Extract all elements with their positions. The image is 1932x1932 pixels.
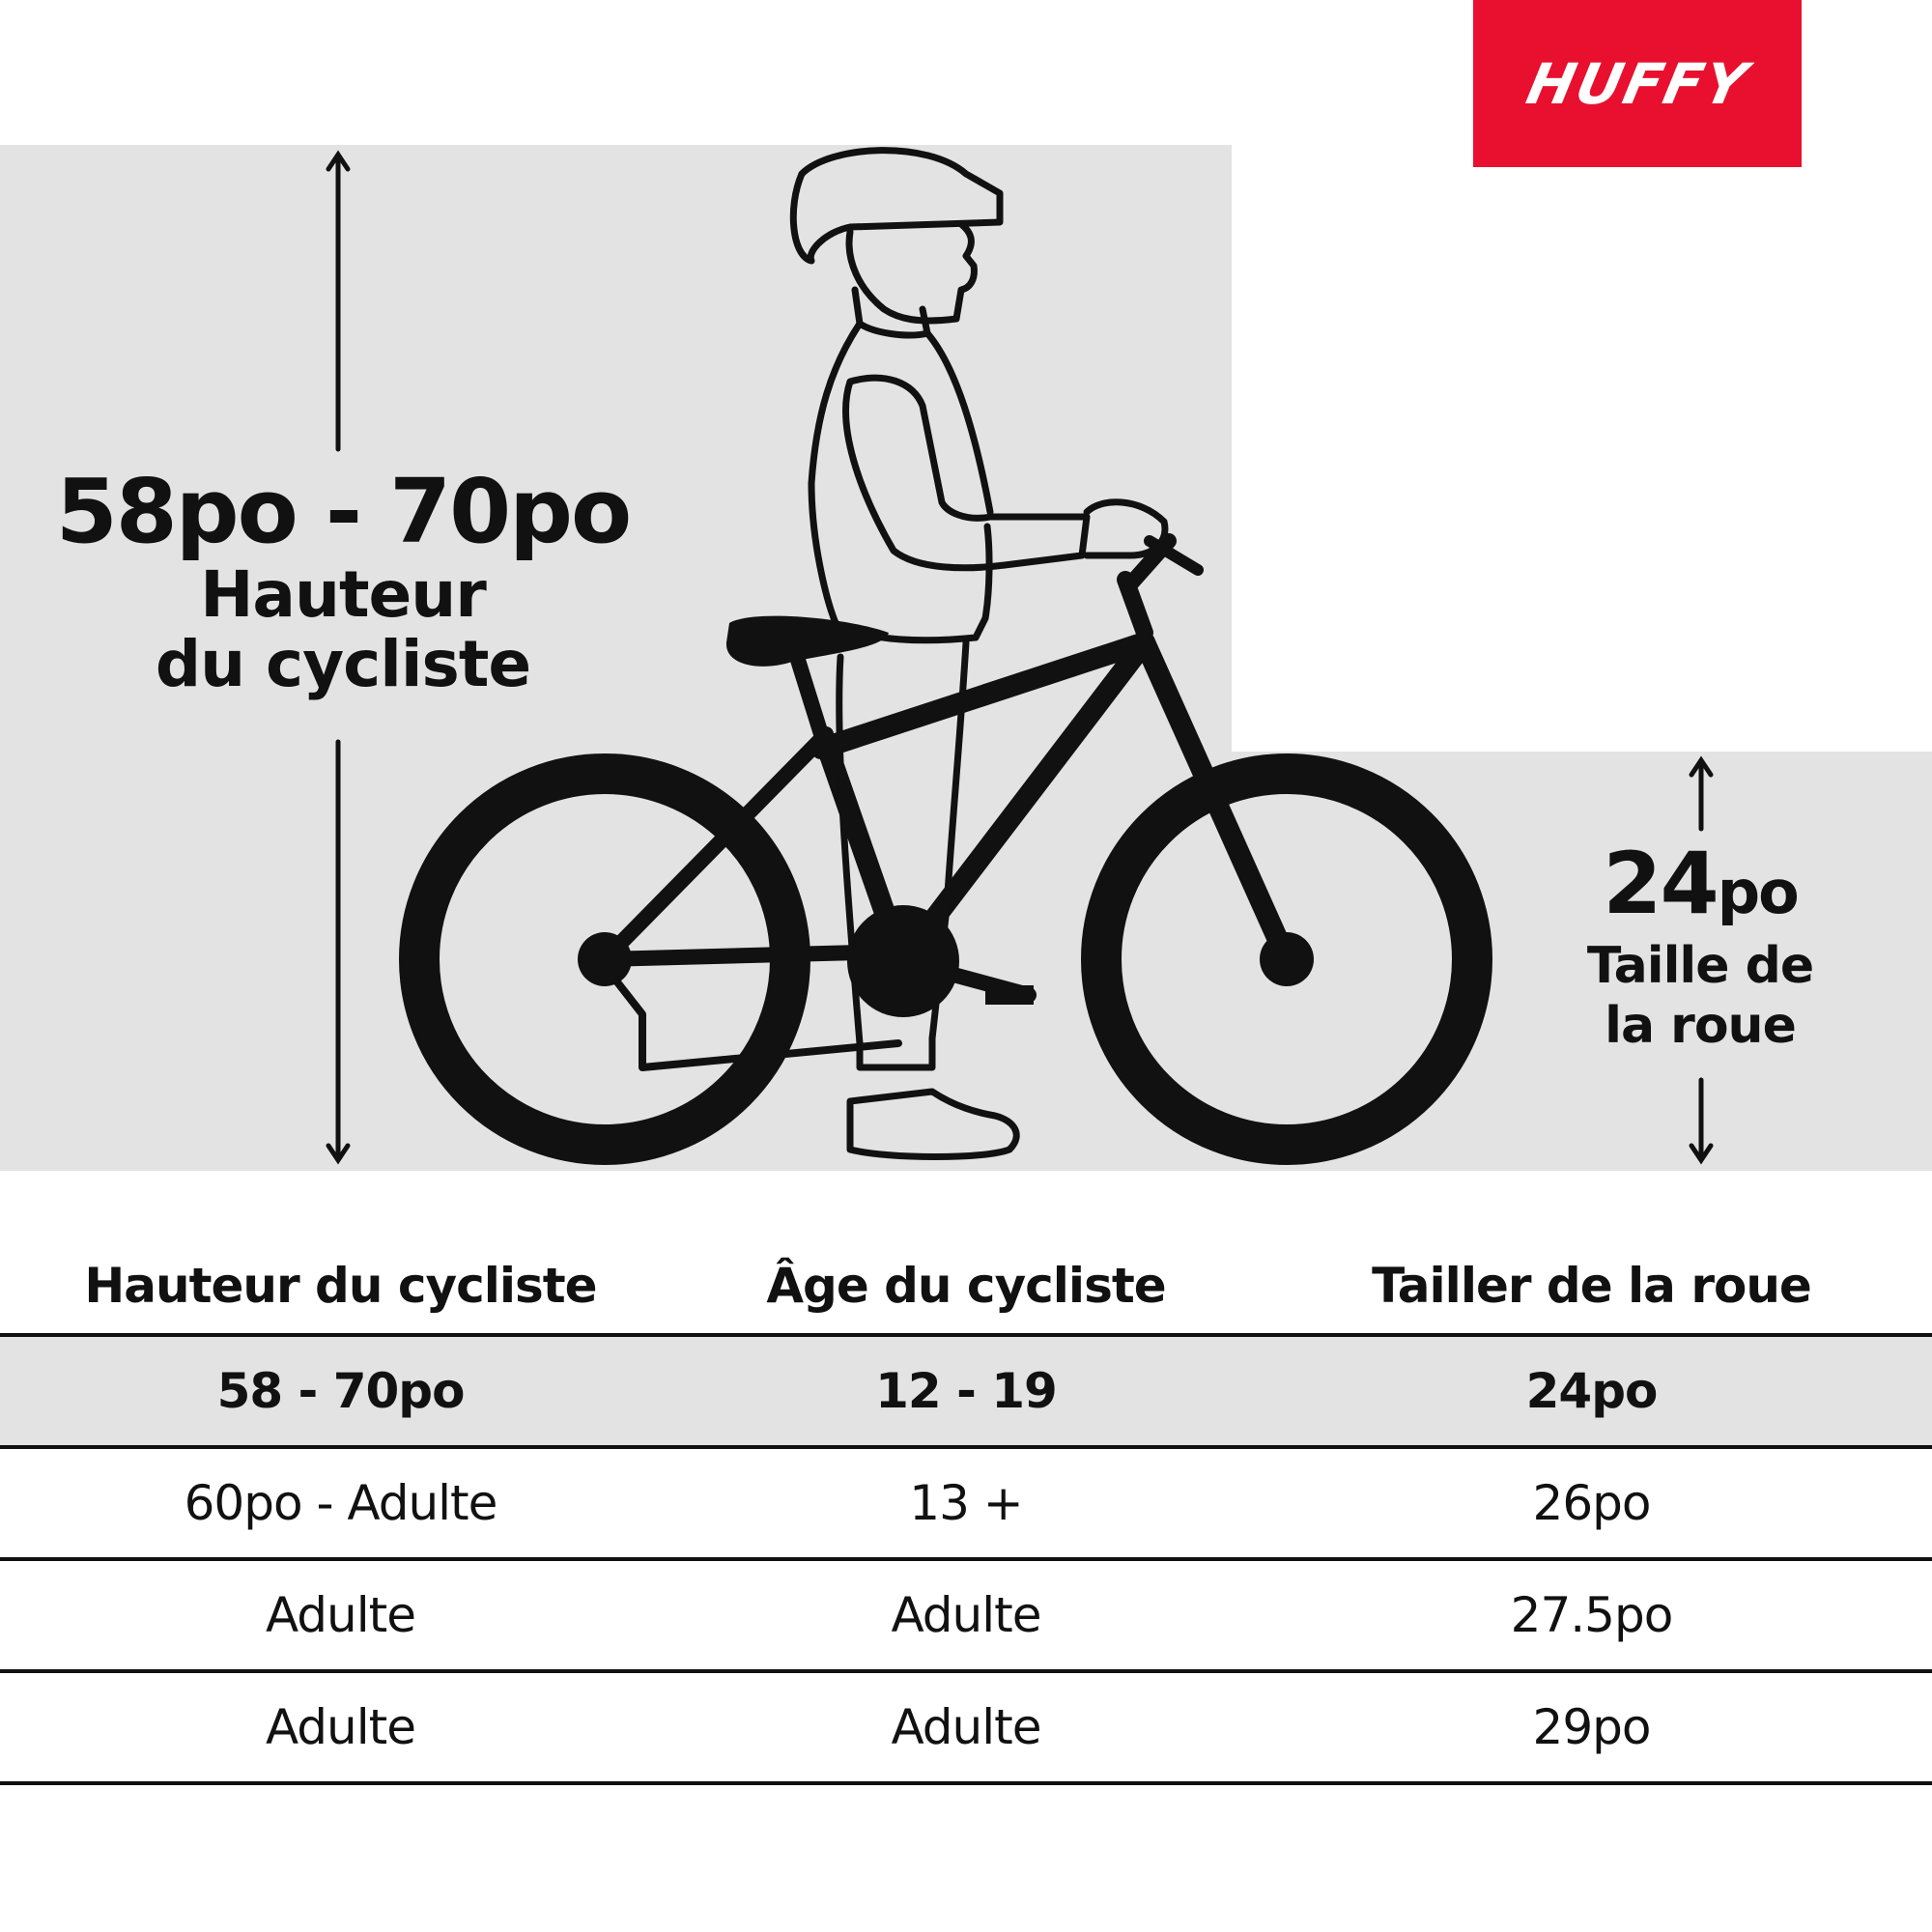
table-row: Adulte Adulte 27.5po — [0, 1561, 1932, 1673]
table-row: 58 - 70po 12 - 19 24po — [0, 1337, 1932, 1449]
cell-wheel-size: 24po — [1525, 1363, 1659, 1419]
table-header: Hauteur du cycliste Âge du cycliste Tail… — [0, 1238, 1932, 1337]
cell-rider-height: Adulte — [265, 1587, 416, 1643]
rider-height-label-line1: Hauteur — [200, 557, 487, 632]
cell-wheel-size: 27.5po — [1510, 1587, 1674, 1643]
cell-rider-age: 13 + — [909, 1475, 1023, 1531]
cell-rider-age: 12 - 19 — [875, 1363, 1058, 1419]
wheel-size-number: 24 — [1603, 834, 1719, 933]
cell-wheel-size: 26po — [1532, 1475, 1652, 1531]
table-row: 60po - Adulte 13 + 26po — [0, 1449, 1932, 1561]
table-row: Adulte Adulte 29po — [0, 1673, 1932, 1785]
rider-height-label-line2: du cycliste — [155, 627, 531, 701]
background-notch — [1232, 145, 1932, 752]
rider-icon — [789, 147, 1169, 1160]
wheel-size-arrow-icon — [1689, 755, 1714, 1165]
bicycle-icon — [399, 533, 1492, 1165]
rider-height-arrow-icon — [326, 150, 351, 1165]
rider-bike-illustration — [326, 147, 1714, 1165]
wheel-size-callout: 24po Taille de la roue — [1546, 840, 1855, 1056]
header-rider-age: Âge du cycliste — [766, 1258, 1166, 1314]
cell-rider-height: 60po - Adulte — [184, 1475, 498, 1531]
cell-rider-height: 58 - 70po — [216, 1363, 466, 1419]
cell-rider-age: Adulte — [891, 1587, 1041, 1643]
wheel-size-value: 24po — [1546, 840, 1855, 936]
header-wheel-size: Tailler de la roue — [1372, 1258, 1812, 1314]
wheel-size-label-line2: la roue — [1605, 997, 1797, 1055]
cell-rider-height: Adulte — [265, 1699, 416, 1755]
rider-height-callout: 58po - 70po Hauteur du cycliste — [29, 464, 657, 699]
huffy-logo: HUFFY — [1473, 0, 1802, 167]
rider-height-range: 58po - 70po — [55, 460, 632, 563]
cell-wheel-size: 29po — [1532, 1699, 1652, 1755]
header-rider-height: Hauteur du cycliste — [84, 1258, 597, 1314]
wheel-size-unit: po — [1717, 857, 1800, 927]
size-chart-table: Hauteur du cycliste Âge du cycliste Tail… — [0, 1238, 1932, 1785]
wheel-size-label-line1: Taille de — [1586, 937, 1814, 995]
cell-rider-age: Adulte — [891, 1699, 1041, 1755]
